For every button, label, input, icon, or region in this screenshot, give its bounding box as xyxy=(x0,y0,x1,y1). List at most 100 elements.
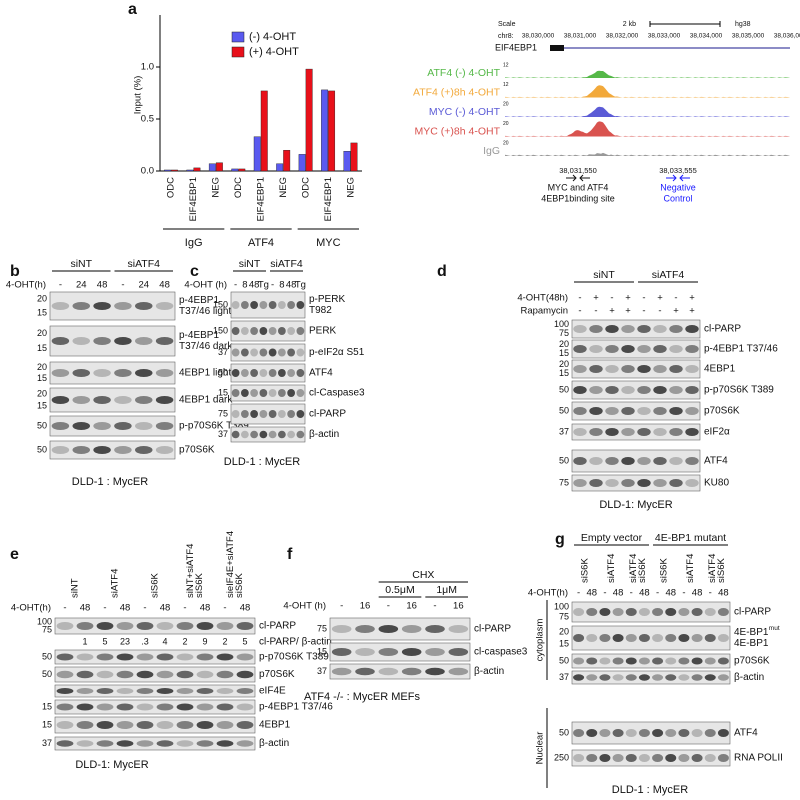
blot-band xyxy=(685,365,699,373)
lane-label: + xyxy=(593,293,599,304)
blot-strip xyxy=(571,601,731,623)
blot-band xyxy=(231,430,240,439)
row-label: T37/46 light xyxy=(179,306,231,317)
blot-strip xyxy=(571,653,731,669)
blot-band xyxy=(231,369,240,377)
row-label-sup: mut xyxy=(769,625,780,632)
blot-band xyxy=(612,674,624,681)
blot-band xyxy=(216,721,234,729)
blot-band xyxy=(378,625,399,633)
panel-letter: f xyxy=(287,546,293,563)
blot-band xyxy=(231,301,240,309)
blot-band xyxy=(176,622,194,630)
blot-band xyxy=(116,622,134,630)
lane-label: - xyxy=(103,603,106,614)
blot-band xyxy=(685,457,699,465)
row-label: cl-PARP xyxy=(474,624,511,635)
blot-band xyxy=(236,653,254,661)
blot-band xyxy=(156,622,174,630)
caption: DLD-1 : MycER xyxy=(612,784,688,796)
coordinate: 38,034,000 xyxy=(690,33,723,40)
group-header: 0.5μM xyxy=(385,584,414,596)
blot-band xyxy=(277,369,286,377)
lane-label: - xyxy=(577,588,580,599)
blot-band xyxy=(717,674,729,681)
site-label: Negative xyxy=(660,182,696,192)
blot-band xyxy=(599,608,611,616)
bar xyxy=(238,168,246,172)
blot-band xyxy=(586,754,598,762)
track-name: ATF4 (+)8h 4-OHT xyxy=(413,86,501,98)
blot-band xyxy=(621,345,635,353)
blot-band xyxy=(287,389,296,397)
coordinate: 38,035,000 xyxy=(732,33,765,40)
panel-letter: a xyxy=(128,1,137,18)
lane-label: + xyxy=(689,293,695,304)
blot-strip xyxy=(230,403,306,425)
x-tick-label: ODC xyxy=(300,177,311,198)
mw-marker: 15 xyxy=(42,719,52,729)
blot-band xyxy=(652,729,664,737)
mw-marker: 15 xyxy=(37,400,47,410)
blot-band xyxy=(573,457,587,465)
group-header: 1μM xyxy=(436,584,457,596)
blot-band xyxy=(378,667,399,676)
gene-exon xyxy=(550,45,564,51)
lane-label: - xyxy=(642,306,645,317)
blot-band xyxy=(250,410,259,418)
group-header: 4E-BP1 mutant xyxy=(655,532,726,544)
blot-band xyxy=(573,407,587,415)
blot-band xyxy=(448,625,469,633)
mw-marker: 20 xyxy=(559,626,569,636)
blot-band xyxy=(51,446,70,454)
blot-band xyxy=(231,327,240,335)
bar xyxy=(186,169,194,172)
blot-band xyxy=(685,345,699,353)
blot-strip xyxy=(571,380,701,400)
blot-band xyxy=(196,622,214,630)
blot-band xyxy=(691,729,703,737)
blot-band xyxy=(56,622,74,630)
blot-band xyxy=(287,410,296,418)
mw-marker: 100 xyxy=(554,601,569,611)
quant-value: .3 xyxy=(141,636,149,646)
mw-marker: 37 xyxy=(218,429,228,439)
row-label: cl-PARP xyxy=(734,607,771,618)
blot-strip xyxy=(329,617,471,641)
blot-strip xyxy=(49,361,176,385)
blot-band xyxy=(573,386,587,394)
gene-name: EIF4EBP1 xyxy=(495,42,537,52)
lane-label: - xyxy=(610,293,613,304)
blot-strip xyxy=(49,325,176,357)
blot-band xyxy=(114,396,132,404)
blot-strip xyxy=(571,339,701,359)
blot-band xyxy=(691,634,703,642)
lane-label: 48 xyxy=(120,603,131,614)
blot-band xyxy=(296,327,305,335)
lane-label: 48 xyxy=(159,280,170,291)
legend-label: (-) 4-OHT xyxy=(249,31,296,43)
row-label: 4EBP1 xyxy=(259,720,291,731)
blot-band xyxy=(268,410,277,418)
blot-band xyxy=(599,634,611,642)
blot-band xyxy=(586,674,598,681)
row-label: eIF2α xyxy=(704,427,730,438)
blot-band xyxy=(401,667,422,676)
blot-strip xyxy=(571,474,701,492)
lane-label: - xyxy=(682,588,685,599)
row-label: p-PERK xyxy=(309,294,345,305)
blot-band xyxy=(96,670,114,679)
blot-band xyxy=(250,369,259,377)
blot-band xyxy=(76,721,94,729)
blot-band xyxy=(240,410,249,418)
lane-label: - xyxy=(642,293,645,304)
lane-label: 48 xyxy=(286,280,297,291)
lane-label: 24 xyxy=(138,280,149,291)
blot-band xyxy=(287,301,296,309)
blot-band xyxy=(51,396,70,404)
x-tick-label: EIF4EBP1 xyxy=(188,177,199,221)
quant-label: cl-PARP/ β-actin xyxy=(259,637,332,648)
lane-label: 48 xyxy=(613,588,624,599)
blot-band xyxy=(425,648,445,656)
blot-strip xyxy=(571,749,731,767)
